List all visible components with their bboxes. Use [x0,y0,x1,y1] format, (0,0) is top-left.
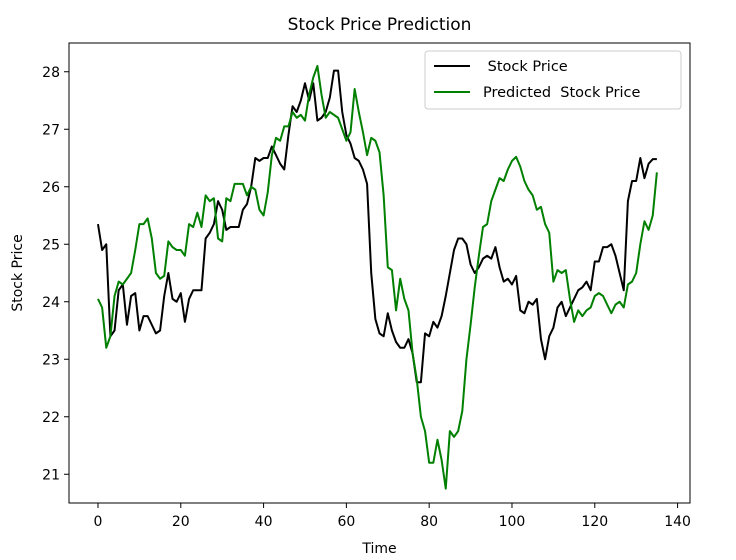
series-line-predicted [97,65,658,490]
x-tick-label: 60 [337,514,355,530]
y-tick-label: 24 [42,295,60,311]
x-tick-label: 80 [420,514,438,530]
legend-entry-label: Stock Price [483,59,568,75]
series-layer [96,65,658,490]
series-line-actual [96,69,657,384]
x-tick-label: 20 [172,514,190,530]
x-tick-label: 140 [664,514,691,530]
y-tick-label: 26 [42,180,60,196]
y-tick-label: 27 [42,122,60,138]
y-tick-label: 28 [42,65,60,81]
y-tick-label: 22 [42,410,60,426]
x-tick-label: 0 [94,514,103,530]
plot-area [68,42,691,504]
y-axis-label: Stock Price [10,234,26,311]
y-tick-label: 21 [42,467,60,483]
x-axis-label: Time [361,541,396,557]
y-axis: 21 22 23 24 25 26 27 28 [42,65,69,483]
x-tick-label: 100 [499,514,526,530]
y-tick-label: 23 [42,352,60,368]
y-tick-label: 25 [42,237,60,253]
x-tick-label: 120 [581,514,608,530]
x-tick-label: 40 [255,514,273,530]
legend-entry-label: Predicted Stock Price [483,85,640,101]
chart-title: Stock Price Prediction [288,15,472,35]
legend: Stock Price Predicted Stock Price [424,50,682,110]
legend-frame [424,50,682,110]
x-axis: 0 20 40 60 80 100 120 140 [94,503,691,530]
